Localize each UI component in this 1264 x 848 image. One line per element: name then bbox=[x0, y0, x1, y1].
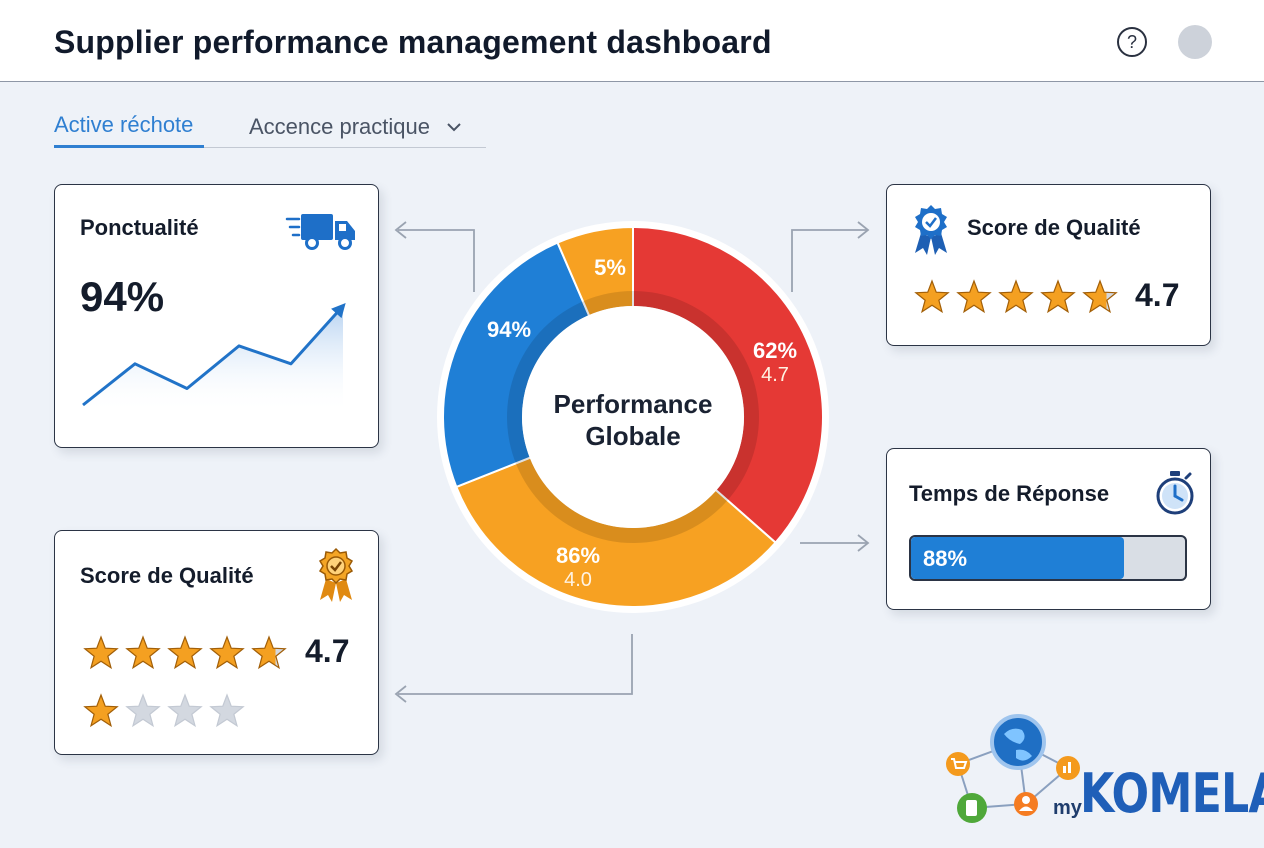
arrow-head-response bbox=[857, 534, 870, 552]
komela-logo bbox=[946, 714, 1080, 823]
quality-card-right[interactable]: Score de Qualité 4.7 bbox=[886, 184, 1211, 346]
quality-card-left[interactable]: Score de Qualité 4.7 bbox=[54, 530, 379, 755]
tab-active[interactable]: Active réchote bbox=[54, 112, 204, 148]
tab-select-label: Accence practique bbox=[249, 114, 430, 139]
tab-bar: Active réchote Accence practique bbox=[54, 106, 486, 148]
connector-punctuality bbox=[398, 229, 475, 292]
quality-right-stars bbox=[914, 279, 1124, 315]
trend-area bbox=[83, 306, 343, 413]
stopwatch-icon bbox=[1153, 469, 1197, 522]
response-time-progress-label: 88% bbox=[923, 546, 968, 571]
response-time-card[interactable]: Temps de Réponse 88% bbox=[886, 448, 1211, 610]
star-icon bbox=[998, 279, 1034, 314]
response-time-progress-fill bbox=[911, 537, 1125, 579]
arrow-head-quality-right bbox=[857, 221, 870, 239]
punctuality-value: 94% bbox=[80, 273, 165, 320]
response-time-title: Temps de Réponse bbox=[909, 481, 1110, 506]
app-header: Supplier performance management dashboar… bbox=[0, 0, 1264, 82]
donut-center-label: Performance Globale bbox=[553, 389, 713, 451]
logo-name: KOMELA bbox=[1080, 762, 1264, 825]
chevron-down-icon bbox=[446, 112, 462, 138]
award-medal-icon bbox=[313, 547, 359, 608]
star-icon bbox=[125, 693, 161, 728]
quality-left-stars-row-2 bbox=[83, 693, 251, 729]
donut-label-red: 62% 4.7 bbox=[752, 338, 798, 387]
quality-left-title: Score de Qualité bbox=[80, 563, 254, 588]
star-icon bbox=[956, 279, 992, 314]
star-icon bbox=[209, 635, 245, 670]
star-icon bbox=[83, 635, 119, 670]
punctuality-trend-chart bbox=[82, 303, 346, 413]
star-icon bbox=[167, 693, 203, 728]
arrow-head-quality-left bbox=[394, 685, 407, 703]
cart-icon bbox=[946, 752, 970, 776]
page-title: Supplier performance management dashboar… bbox=[54, 24, 772, 60]
performance-donut: 62% 4.7 86% 4.0 94% 5% Performance Globa… bbox=[420, 200, 846, 634]
trend-arrow-head bbox=[331, 303, 346, 319]
punctuality-title: Ponctualité bbox=[80, 215, 199, 240]
star-icon bbox=[167, 635, 203, 670]
donut-label-blue: 94% bbox=[486, 317, 532, 342]
tab-select-dropdown[interactable]: Accence practique bbox=[249, 112, 462, 146]
star-icon bbox=[251, 635, 287, 670]
help-button[interactable]: ? bbox=[1117, 27, 1147, 57]
quality-left-rating: 4.7 bbox=[305, 633, 350, 669]
truck-icon bbox=[285, 209, 359, 258]
star-icon bbox=[125, 635, 161, 670]
connector-quality-right bbox=[791, 229, 868, 292]
arrow-head-punctuality bbox=[394, 221, 407, 239]
punctuality-card[interactable]: Ponctualité 94% bbox=[54, 184, 379, 448]
star-icon bbox=[1040, 279, 1076, 314]
logo-prefix: my bbox=[1053, 797, 1082, 819]
award-ribbon-icon bbox=[909, 203, 953, 260]
donut-label-orange: 86% 4.0 bbox=[555, 543, 601, 592]
trend-line bbox=[82, 304, 345, 407]
star-icon bbox=[914, 279, 950, 314]
star-icon bbox=[209, 693, 245, 728]
quality-left-stars bbox=[83, 635, 293, 671]
donut-label-small: 5% bbox=[594, 255, 626, 280]
star-icon bbox=[83, 693, 119, 728]
response-time-progress: 88% bbox=[909, 535, 1187, 581]
quality-right-title: Score de Qualité bbox=[967, 215, 1141, 240]
quality-right-rating: 4.7 bbox=[1135, 277, 1180, 313]
star-icon bbox=[1082, 279, 1118, 314]
donut-hole bbox=[522, 306, 744, 528]
connector-quality-left bbox=[398, 634, 633, 695]
donut-chart bbox=[437, 221, 829, 613]
avatar[interactable] bbox=[1178, 25, 1212, 59]
